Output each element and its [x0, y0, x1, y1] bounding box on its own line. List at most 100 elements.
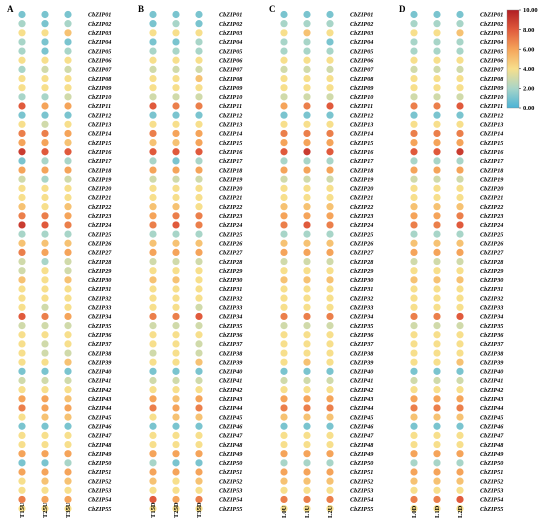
heat-cell: [18, 203, 26, 211]
gene-label: CbZIP17: [480, 158, 504, 165]
heat-cell: [433, 93, 441, 101]
gene-label: CbZIP06: [88, 57, 112, 64]
gene-label: CbZIP48: [219, 442, 242, 449]
heat-cell: [433, 267, 441, 275]
gene-label: CbZIP51: [350, 469, 373, 476]
heat-cell: [433, 322, 441, 330]
gene-label: CbZIP18: [219, 167, 242, 174]
gene-label: CbZIP47: [88, 433, 112, 440]
heat-cell: [410, 440, 418, 449]
heat-cell: [18, 312, 26, 321]
heat-cell: [172, 47, 180, 55]
heat-cell: [326, 111, 334, 119]
heat-cell: [64, 276, 72, 284]
heat-cell: [280, 157, 288, 165]
gene-label: CbZIP25: [480, 231, 503, 238]
heat-cell: [149, 367, 157, 375]
heat-cell: [410, 56, 418, 64]
heat-cell: [41, 276, 49, 284]
gene-label: CbZIP34: [88, 314, 111, 321]
heat-cell: [433, 102, 441, 110]
heat-cell: [195, 376, 203, 385]
heat-cell: [195, 29, 203, 37]
heat-cell: [195, 212, 203, 220]
heat-cell: [64, 505, 72, 513]
heat-cell: [64, 139, 72, 147]
heat-cell: [303, 10, 311, 19]
heat-cell: [172, 230, 180, 238]
heat-cell: [326, 230, 334, 238]
heat-cell: [149, 404, 157, 412]
heat-cell: [64, 102, 72, 110]
heat-cell: [64, 431, 72, 439]
heat-cell: [195, 184, 203, 192]
gene-label: CbZIP05: [350, 48, 373, 55]
heat-cell: [195, 386, 203, 394]
heat-cell: [64, 166, 72, 174]
heat-cell: [18, 477, 26, 485]
gene-label: CbZIP47: [480, 433, 504, 440]
heat-cell: [172, 486, 180, 494]
heat-cell: [410, 65, 418, 73]
heat-cell: [64, 450, 72, 458]
heat-cell: [326, 139, 334, 147]
heat-cell: [280, 468, 288, 476]
heat-cell: [303, 47, 311, 55]
gene-label: CbZIP29: [480, 268, 503, 275]
heat-cell: [280, 431, 288, 439]
gene-label: CbZIP11: [480, 103, 503, 110]
gene-label: CbZIP36: [350, 332, 374, 339]
heat-cell: [149, 459, 157, 467]
gene-label: CbZIP20: [480, 186, 503, 193]
heat-cell: [433, 239, 441, 247]
heat-cell: [326, 285, 334, 293]
heat-cell: [433, 38, 441, 46]
heat-cell: [18, 74, 26, 83]
heat-cell: [172, 193, 180, 202]
heat-cell: [326, 93, 334, 101]
heat-cell: [18, 157, 26, 165]
gene-label: CbZIP51: [88, 469, 111, 476]
heat-cell: [18, 440, 26, 449]
heat-cell: [149, 20, 157, 28]
heat-cell: [326, 47, 334, 55]
gene-label: CbZIP08: [219, 76, 242, 83]
heat-cell: [280, 102, 288, 110]
heat-cell: [280, 29, 288, 37]
heat-cell: [326, 157, 334, 165]
heat-cell: [195, 47, 203, 55]
heat-cell: [18, 431, 26, 439]
gene-label: CbZIP16: [219, 149, 243, 156]
heat-cell: [64, 440, 72, 449]
gene-label: CbZIP31: [219, 286, 242, 293]
heat-cell: [18, 65, 26, 73]
colorbar-tick-label: 0.00: [523, 105, 534, 112]
heat-cell: [18, 450, 26, 458]
heat-cell: [172, 376, 180, 385]
heat-cell: [18, 139, 26, 147]
heat-cell: [280, 84, 288, 92]
gene-label: CbZIP39: [88, 359, 111, 366]
gene-label: CbZIP07: [88, 67, 112, 74]
heat-cell: [18, 276, 26, 284]
heat-cell: [172, 422, 180, 430]
heat-cell: [41, 10, 49, 19]
gene-label: CbZIP03: [480, 30, 503, 37]
heat-cell: [41, 38, 49, 46]
gene-label: CbZIP02: [88, 21, 111, 28]
heat-cell: [456, 422, 464, 430]
heat-cell: [41, 495, 49, 504]
gene-label: CbZIP55: [350, 506, 373, 513]
gene-label: CbZIP25: [88, 231, 111, 238]
heat-cell: [64, 56, 72, 64]
heat-cell: [433, 139, 441, 147]
heat-cell: [172, 65, 180, 73]
heat-cell: [280, 367, 288, 375]
gene-label: CbZIP03: [350, 30, 373, 37]
gene-label: CbZIP10: [219, 94, 242, 101]
heat-cell: [410, 422, 418, 430]
heat-cell: [280, 212, 288, 220]
panel-letter: D: [399, 4, 406, 14]
gene-label: CbZIP13: [480, 122, 503, 129]
gene-label: CbZIP43: [350, 396, 373, 403]
